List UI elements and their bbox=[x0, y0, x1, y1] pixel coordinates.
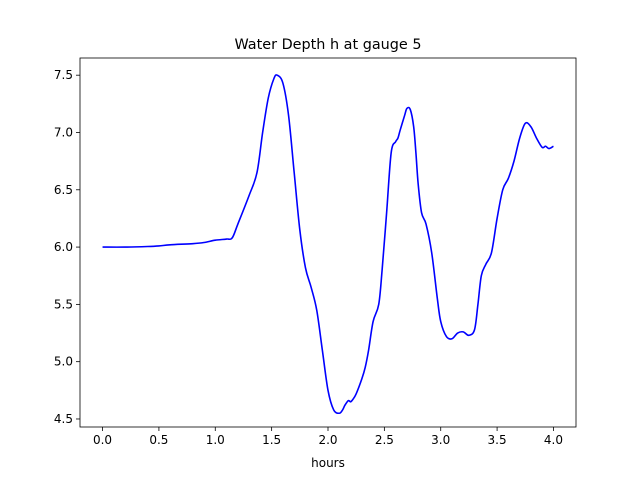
x-tick-label: 0.0 bbox=[93, 433, 112, 447]
x-tick-label: 2.0 bbox=[318, 433, 337, 447]
x-axis-ticks: 0.0 0.5 1.0 1.5 2.0 2.5 3.0 3.5 4.0 bbox=[93, 427, 563, 447]
y-axis-ticks: 4.5 5.0 5.5 6.0 6.5 7.0 7.5 bbox=[54, 68, 80, 426]
x-tick-label: 3.5 bbox=[488, 433, 507, 447]
y-tick-label: 7.5 bbox=[54, 68, 73, 82]
x-tick-label: 0.5 bbox=[149, 433, 168, 447]
x-tick-label: 3.0 bbox=[431, 433, 450, 447]
series-line bbox=[102, 74, 554, 415]
x-tick-label: 2.5 bbox=[375, 433, 394, 447]
y-tick-label: 6.0 bbox=[54, 240, 73, 254]
x-tick-label: 1.5 bbox=[262, 433, 281, 447]
chart-title: Water Depth h at gauge 5 bbox=[234, 37, 421, 53]
y-tick-label: 7.0 bbox=[54, 125, 73, 139]
y-tick-label: 5.5 bbox=[54, 297, 73, 311]
x-tick-label: 4.0 bbox=[544, 433, 563, 447]
y-tick-label: 5.0 bbox=[54, 355, 73, 369]
y-tick-label: 6.5 bbox=[54, 183, 73, 197]
plot-area bbox=[102, 74, 554, 415]
x-tick-label: 1.0 bbox=[206, 433, 225, 447]
x-axis-label: hours bbox=[311, 456, 345, 470]
axes-frame bbox=[79, 57, 577, 428]
y-tick-label: 4.5 bbox=[54, 412, 73, 426]
